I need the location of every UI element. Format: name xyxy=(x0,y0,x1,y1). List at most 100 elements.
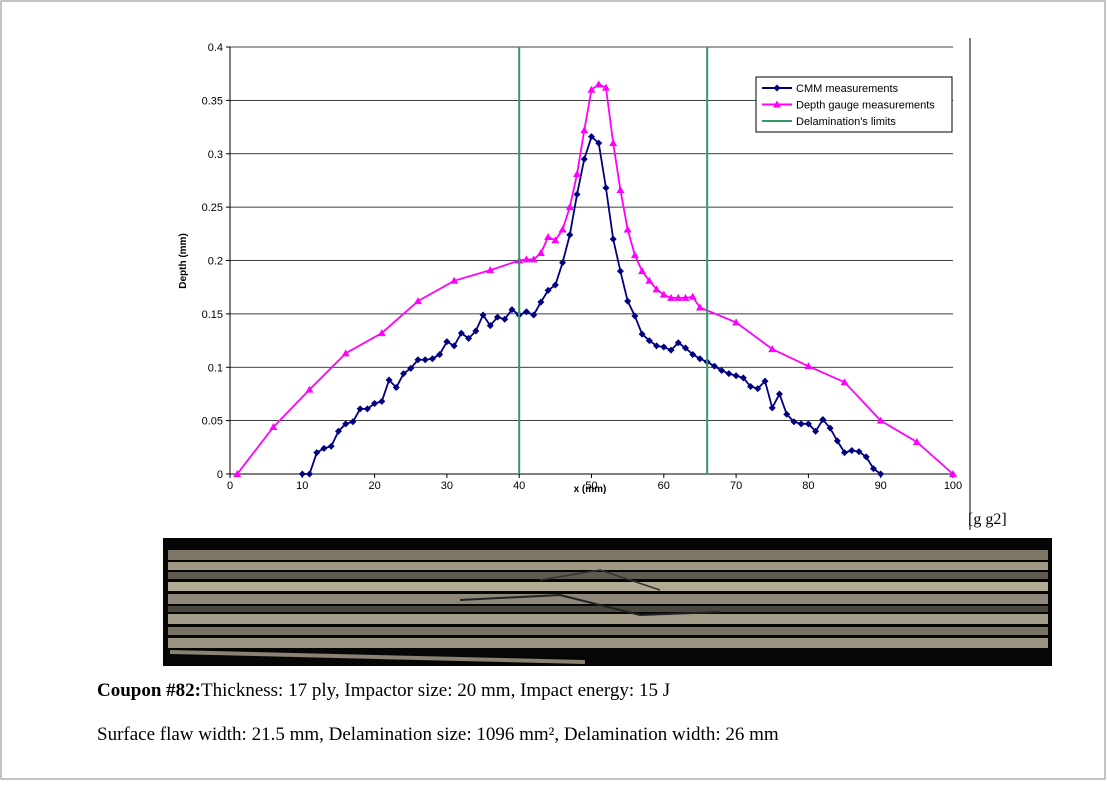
point xyxy=(573,190,581,198)
x-tick-label: 20 xyxy=(368,480,380,492)
point xyxy=(841,449,849,457)
point xyxy=(869,465,877,473)
point xyxy=(819,416,827,424)
point xyxy=(544,286,552,294)
point xyxy=(876,416,885,424)
point xyxy=(645,276,654,284)
point xyxy=(624,297,632,305)
point xyxy=(783,410,791,418)
point xyxy=(306,470,314,478)
point xyxy=(725,370,733,378)
point xyxy=(233,470,242,477)
point xyxy=(334,427,342,435)
point xyxy=(848,447,856,455)
point xyxy=(305,385,314,393)
side-note: [g g2] xyxy=(968,511,1007,528)
point xyxy=(595,139,603,147)
point xyxy=(269,423,278,431)
point xyxy=(638,267,647,275)
x-tick-label: 50 xyxy=(585,480,597,492)
point xyxy=(587,85,596,93)
point xyxy=(602,184,610,192)
x-tick-label: 80 xyxy=(802,480,814,492)
y-tick-label: 0.4 xyxy=(208,42,223,54)
legend-label: Depth gauge measurements xyxy=(796,100,935,112)
point xyxy=(877,470,885,478)
point xyxy=(565,203,574,211)
point xyxy=(667,346,675,354)
point xyxy=(363,405,371,413)
legend-label: CMM measurements xyxy=(796,83,899,95)
point xyxy=(623,225,632,233)
point xyxy=(609,139,618,147)
point xyxy=(551,236,560,244)
point xyxy=(718,366,726,374)
point xyxy=(320,444,328,452)
point xyxy=(616,267,624,275)
point xyxy=(327,442,335,450)
point xyxy=(695,303,704,311)
point xyxy=(696,355,704,363)
x-tick-label: 90 xyxy=(875,480,887,492)
point xyxy=(551,281,559,289)
legend-marker xyxy=(773,84,781,92)
point xyxy=(392,384,400,392)
point xyxy=(450,276,459,284)
point xyxy=(855,448,863,456)
point xyxy=(667,293,676,301)
point xyxy=(631,312,639,320)
point xyxy=(313,449,321,457)
y-tick-label: 0.1 xyxy=(208,362,223,374)
x-axis-label: x (mm) xyxy=(574,484,607,495)
point xyxy=(342,420,350,428)
y-tick-label: 0.3 xyxy=(208,149,223,161)
point xyxy=(804,420,812,428)
x-tick-label: 100 xyxy=(944,480,962,492)
point xyxy=(530,311,538,319)
legend-marker xyxy=(773,100,781,108)
point xyxy=(501,315,509,323)
point xyxy=(688,292,697,300)
point xyxy=(689,350,697,358)
point xyxy=(826,424,834,432)
point xyxy=(609,235,617,243)
point xyxy=(797,420,805,428)
point xyxy=(443,338,451,346)
x-tick-label: 0 xyxy=(227,480,233,492)
point xyxy=(660,343,668,351)
point xyxy=(833,437,841,445)
point xyxy=(537,298,545,306)
point xyxy=(428,355,436,363)
point xyxy=(559,259,567,267)
point xyxy=(645,337,653,345)
point xyxy=(522,255,531,263)
point xyxy=(812,427,820,435)
caption-label: Coupon #82: xyxy=(97,680,201,701)
point xyxy=(479,311,487,319)
point xyxy=(508,306,516,314)
point xyxy=(465,334,473,342)
point xyxy=(630,251,639,259)
point xyxy=(349,418,357,426)
point xyxy=(472,327,480,335)
point xyxy=(674,293,683,301)
point xyxy=(761,377,769,385)
point xyxy=(450,342,458,350)
point xyxy=(377,329,386,337)
point xyxy=(768,345,777,353)
point xyxy=(371,400,379,408)
point xyxy=(573,170,582,178)
point xyxy=(949,470,957,477)
point xyxy=(681,344,689,352)
point xyxy=(529,255,538,263)
y-axis-label: Depth (mm) xyxy=(178,233,189,289)
point xyxy=(754,385,762,393)
point xyxy=(580,126,589,134)
point xyxy=(522,308,530,316)
point xyxy=(681,293,690,301)
x-tick-label: 40 xyxy=(513,480,525,492)
point xyxy=(558,225,567,233)
point xyxy=(457,329,465,337)
point xyxy=(486,266,495,274)
